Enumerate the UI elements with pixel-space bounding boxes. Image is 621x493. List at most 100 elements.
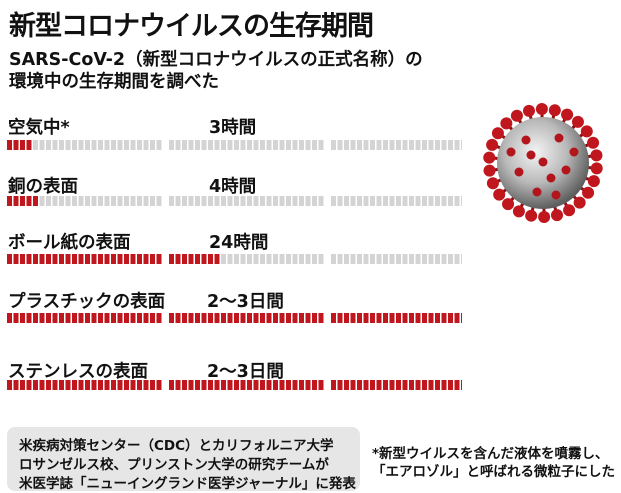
bar-cell-filled xyxy=(13,313,19,323)
bar-cell-empty xyxy=(415,254,421,264)
bar-cell-filled xyxy=(117,254,123,264)
bar-cell-filled xyxy=(292,313,298,323)
bar-cell-empty xyxy=(104,196,110,206)
bar-cell-filled xyxy=(98,380,103,390)
bar-cell-empty xyxy=(266,140,272,150)
bar-cell-filled xyxy=(13,196,19,206)
bar-cell-empty xyxy=(441,140,447,150)
bar-cell-filled xyxy=(7,196,12,206)
bar-cell-filled xyxy=(143,254,149,264)
bar-cell-empty xyxy=(396,196,401,206)
bar-cell-empty xyxy=(344,140,349,150)
bar-cell-filled xyxy=(130,313,136,323)
bar-cell-empty xyxy=(363,196,369,206)
bar-cell-empty xyxy=(448,196,453,206)
bar-cell-empty xyxy=(175,140,181,150)
bar-cell-filled xyxy=(111,380,116,390)
bar-cell-filled xyxy=(448,380,453,390)
bar-cell-empty xyxy=(383,196,388,206)
bar-cell-filled xyxy=(208,254,213,264)
row-value-label: 2〜3日間 xyxy=(207,292,284,312)
bar-cell-empty xyxy=(175,196,181,206)
bar-cell-filled xyxy=(305,313,311,323)
bar-cell-filled xyxy=(415,380,421,390)
bar-cell-filled xyxy=(72,254,77,264)
bar-cell-filled xyxy=(33,313,38,323)
subtitle: SARS-CoV-2（新型コロナウイルスの正式名称）の 環境中の生存期間を調べた xyxy=(9,49,423,93)
bar-cell-empty xyxy=(234,196,239,206)
bar-cell-filled xyxy=(65,254,71,264)
bar-cell-filled xyxy=(26,254,32,264)
bar-cell-empty xyxy=(52,196,58,206)
bar-cell-filled xyxy=(260,380,265,390)
bar-cell-empty xyxy=(78,196,84,206)
bar-cell-empty xyxy=(441,254,447,264)
bar-cell-filled xyxy=(46,380,51,390)
note-line-2: 「エアロゾル」と呼ばれる微粒子にした xyxy=(372,464,615,480)
bar-cell-empty xyxy=(312,254,317,264)
bar-cell-empty xyxy=(370,254,375,264)
bar-cell-empty xyxy=(428,196,434,206)
bar-cell-filled xyxy=(91,313,97,323)
bar-cell-filled xyxy=(415,313,421,323)
bar-cell-filled xyxy=(156,254,162,264)
bar-cell-empty xyxy=(117,196,123,206)
bar-cell-filled xyxy=(78,313,84,323)
bar-cell-empty xyxy=(435,140,440,150)
bar-cell-empty xyxy=(286,196,291,206)
bar-cell-filled xyxy=(7,313,12,323)
bar-cell-empty xyxy=(169,196,174,206)
bar-cell-filled xyxy=(85,313,90,323)
bar-cell-filled xyxy=(337,313,343,323)
bar-cell-empty xyxy=(227,196,233,206)
bar-cell-empty xyxy=(117,140,123,150)
bar-cell-empty xyxy=(214,140,220,150)
bar-cell-empty xyxy=(428,254,434,264)
bar-cell-filled xyxy=(182,380,187,390)
bar-cell-filled xyxy=(26,380,32,390)
bar-cell-filled xyxy=(91,254,97,264)
bar-cell-filled xyxy=(454,380,460,390)
bar-cell-filled xyxy=(195,254,200,264)
bar-cell-filled xyxy=(337,380,343,390)
bar-cell-empty xyxy=(182,140,187,150)
bar-cell-empty xyxy=(435,254,440,264)
bar-cell-filled xyxy=(72,380,77,390)
bar-cell-filled xyxy=(234,380,239,390)
bar-cell-filled xyxy=(26,140,32,150)
bar-cell-empty xyxy=(221,196,226,206)
bar-cell-filled xyxy=(305,380,311,390)
bar-cell-filled xyxy=(318,380,324,390)
bar-cell-filled xyxy=(312,313,317,323)
bar-cell-filled xyxy=(350,313,356,323)
bar-cell-filled xyxy=(137,380,142,390)
bar-cell-empty xyxy=(46,196,51,206)
bar-cell-filled xyxy=(240,313,246,323)
bar-cell-empty xyxy=(39,140,45,150)
bar-cell-filled xyxy=(104,313,110,323)
bar-cell-filled xyxy=(130,380,136,390)
bar-cell-filled xyxy=(124,380,129,390)
bar-cell-empty xyxy=(337,254,343,264)
bar-cell-empty xyxy=(383,140,388,150)
bar-cell-filled xyxy=(78,380,84,390)
bar-cell-filled xyxy=(150,380,155,390)
coronavirus-illustration xyxy=(483,103,603,223)
row-value-label: 24時間 xyxy=(209,233,269,253)
bar-cell-filled xyxy=(344,380,349,390)
bar-cell-empty xyxy=(305,140,311,150)
bar-cell-empty xyxy=(240,196,246,206)
bar-cell-empty xyxy=(415,140,421,150)
bar-cell-filled xyxy=(201,313,207,323)
bar-cell-empty xyxy=(435,196,440,206)
bar-cell-filled xyxy=(435,380,440,390)
source-line-2: ロサンゼルス校、プリンストン大学の研究チームが xyxy=(19,457,329,473)
bar-cell-empty xyxy=(104,140,110,150)
bar-cell-filled xyxy=(130,254,136,264)
bar-cell-filled xyxy=(13,140,19,150)
bar-cell-filled xyxy=(409,313,414,323)
bar-cell-filled xyxy=(201,254,207,264)
bar-cell-empty xyxy=(221,140,226,150)
bar-cell-empty xyxy=(454,196,460,206)
bar-cell-empty xyxy=(363,254,369,264)
